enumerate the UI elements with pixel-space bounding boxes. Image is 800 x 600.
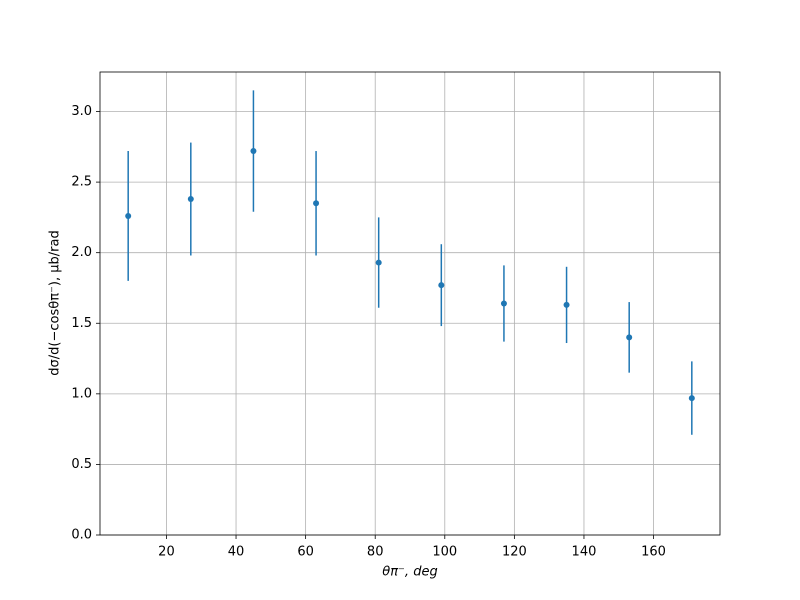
data-point — [313, 200, 320, 207]
x-tick-label: 60 — [297, 545, 314, 560]
x-tick-label: 80 — [367, 545, 384, 560]
y-tick-label: 2.5 — [71, 175, 92, 190]
y-tick-label: 0.0 — [71, 528, 92, 543]
data-point — [563, 301, 570, 308]
x-tick-label: 120 — [502, 545, 527, 560]
x-tick-label: 20 — [158, 545, 175, 560]
x-tick-label: 140 — [572, 545, 597, 560]
data-point — [688, 395, 695, 402]
data-point — [438, 282, 445, 289]
y-tick-label: 1.0 — [71, 386, 92, 401]
y-tick-label: 3.0 — [71, 104, 92, 119]
x-tick-label: 40 — [228, 545, 245, 560]
x-tick-label: 100 — [432, 545, 457, 560]
y-axis-label: dσ/d(−cosθπ⁻), μb/rad — [48, 230, 63, 375]
data-point — [375, 259, 382, 266]
x-tick-label: 160 — [641, 545, 666, 560]
data-point — [250, 148, 257, 155]
plot-frame — [99, 71, 721, 536]
x-axis-label: θπ⁻, deg — [382, 565, 437, 580]
y-tick-label: 2.0 — [71, 245, 92, 260]
data-point — [626, 334, 633, 341]
data-point — [500, 300, 507, 307]
data-point — [187, 196, 194, 203]
y-tick-label: 0.5 — [71, 457, 92, 472]
y-tick-label: 1.5 — [71, 316, 92, 331]
data-point — [125, 212, 132, 219]
